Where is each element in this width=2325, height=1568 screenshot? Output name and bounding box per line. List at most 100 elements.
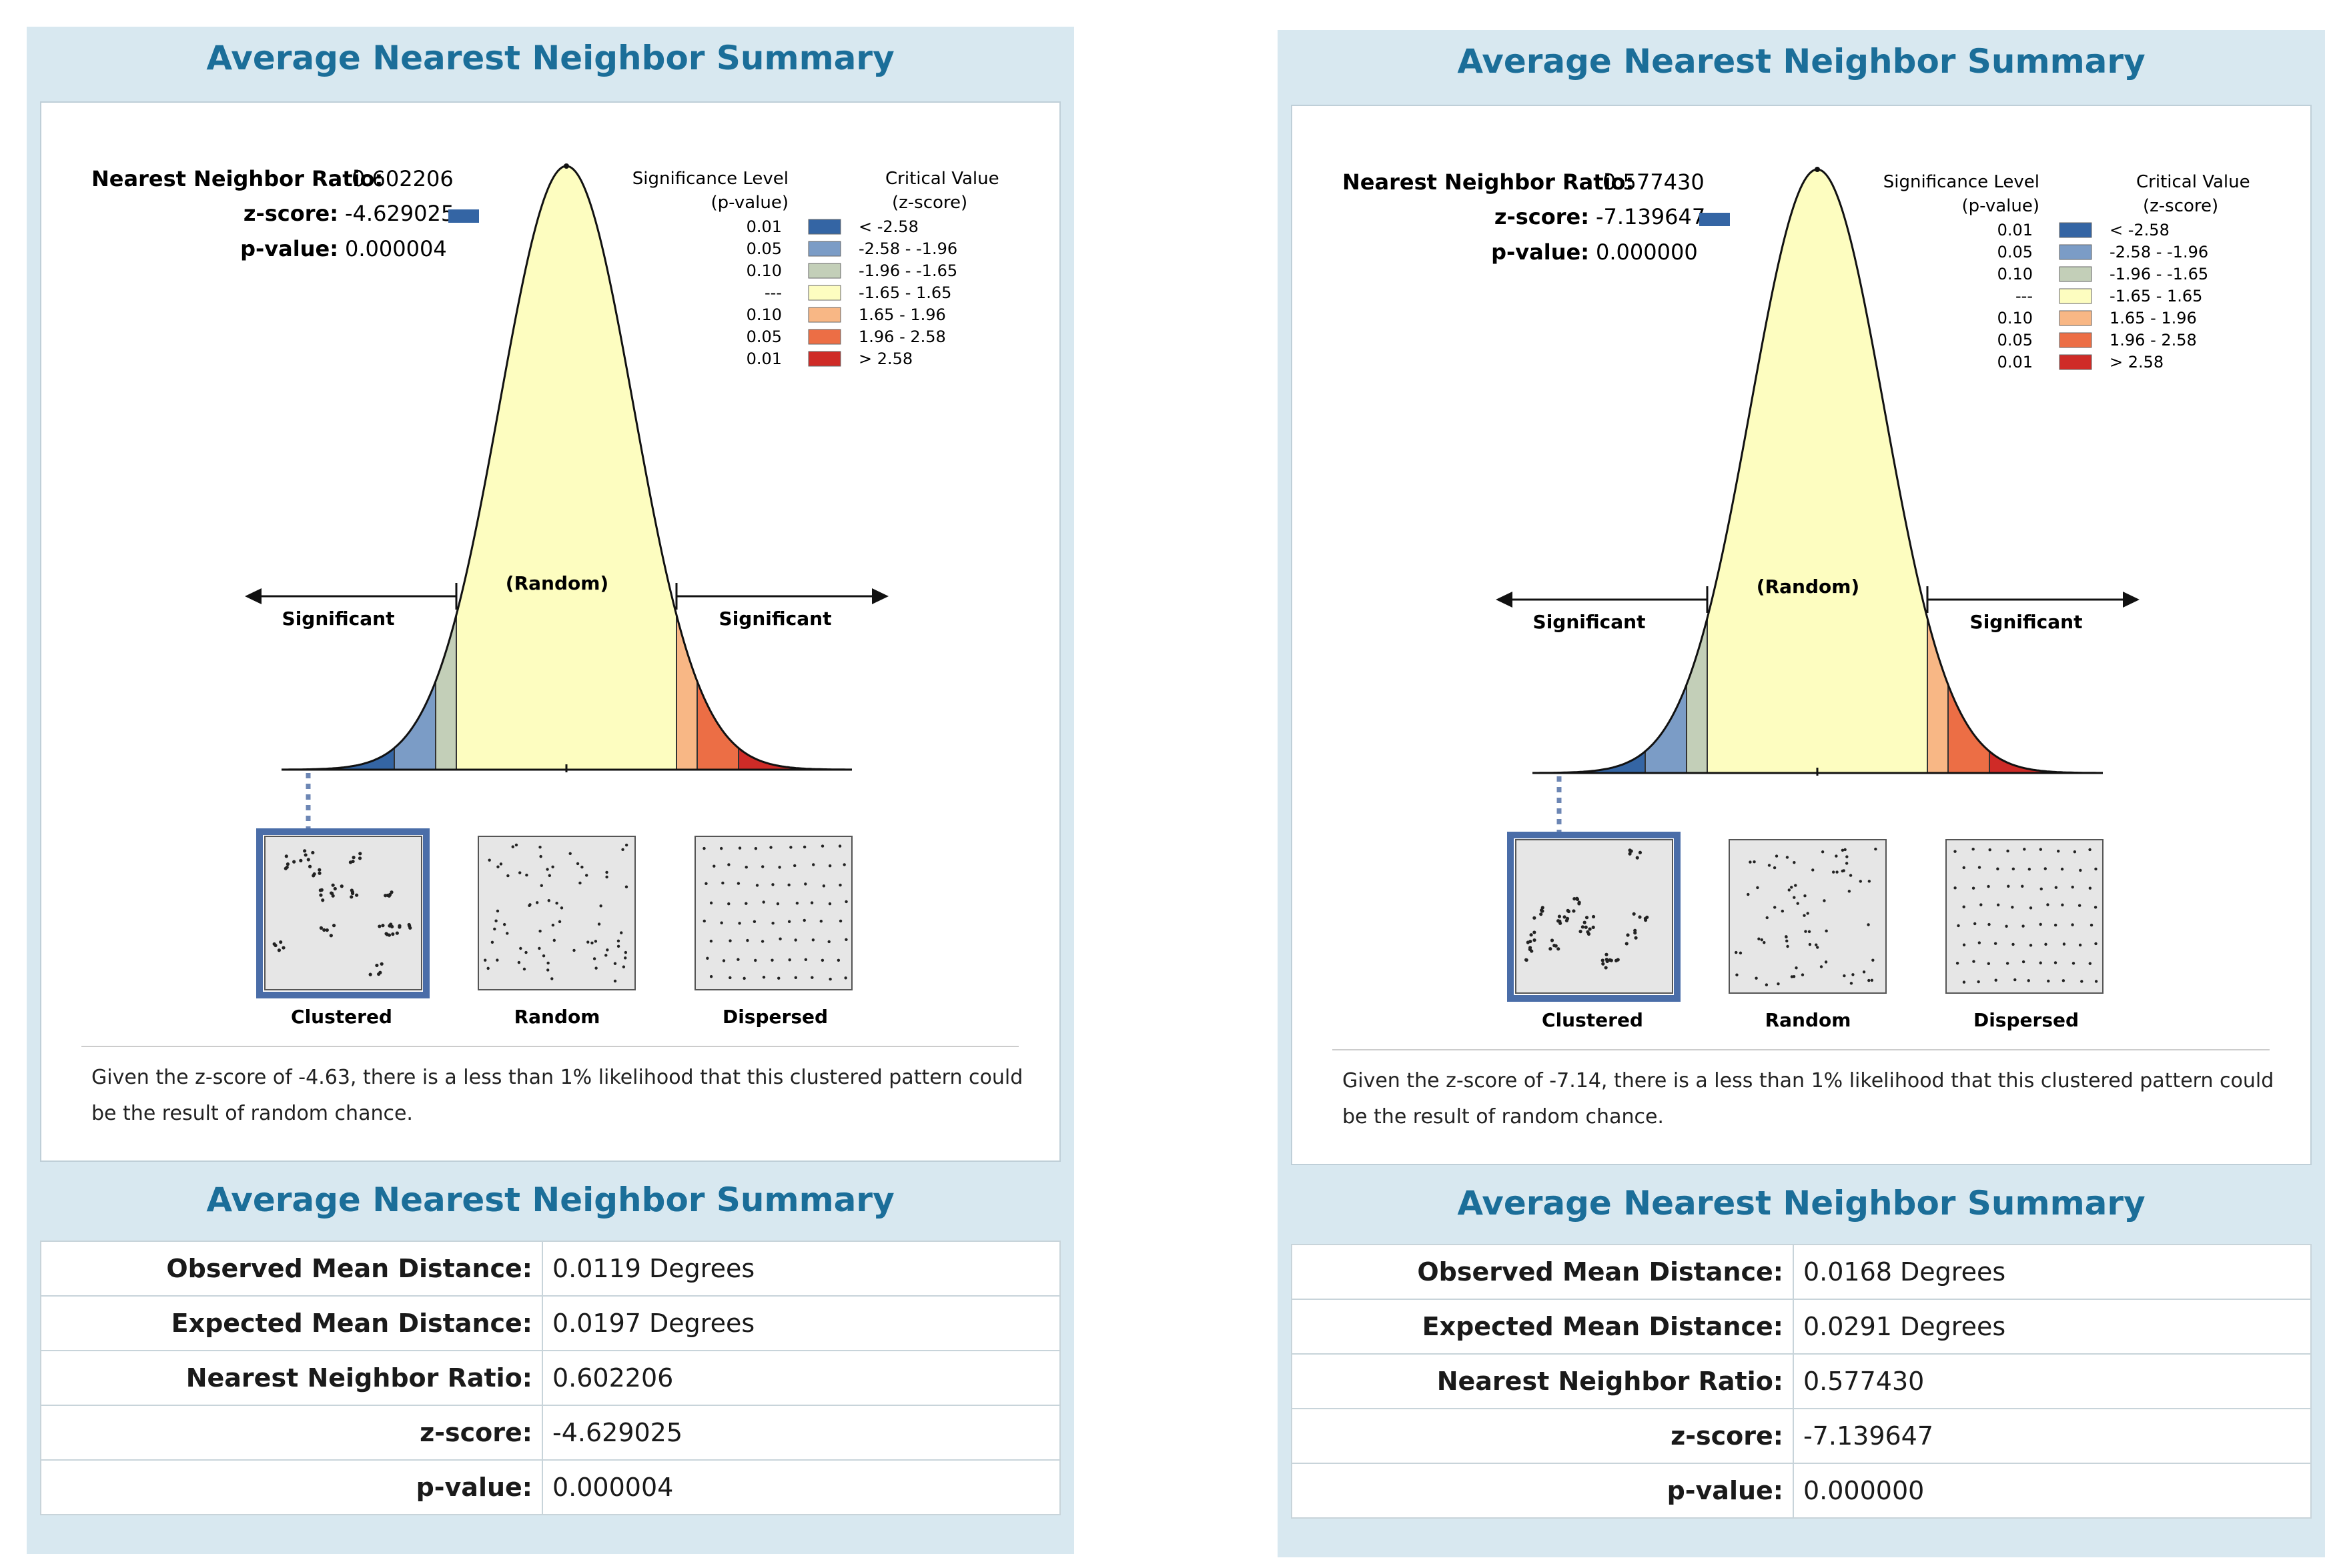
point	[705, 882, 708, 886]
row-label: Observed Mean Distance:	[40, 1241, 543, 1297]
point	[499, 862, 503, 866]
thumbnail-clustered	[264, 836, 422, 990]
point	[1735, 973, 1739, 976]
point	[2007, 884, 2010, 888]
point	[506, 932, 509, 935]
legend-crit-subheader: (z-score)	[2143, 196, 2218, 216]
point	[546, 868, 549, 871]
pattern-label-clustered: Clustered	[1542, 1009, 1643, 1031]
thumbnail-random	[478, 836, 636, 990]
point	[484, 958, 487, 962]
point	[1633, 928, 1637, 932]
interpretation-text: Given the z-score of -4.63, there is a l…	[91, 1060, 1025, 1132]
point	[1804, 930, 1807, 933]
point	[1823, 899, 1826, 902]
point	[1996, 867, 1999, 870]
legend-z-range: 1.96 - 2.58	[2110, 331, 2197, 349]
legend-p-value: 0.05	[1997, 331, 2033, 349]
point	[613, 979, 617, 983]
pattern-label-random: Random	[514, 1006, 600, 1028]
point	[745, 902, 748, 905]
point	[496, 865, 500, 868]
thumbnail-dots	[1953, 847, 2098, 984]
point	[1979, 903, 1983, 906]
legend-z-range: < -2.58	[2110, 221, 2170, 239]
legend-swatch	[2059, 332, 2092, 348]
point	[616, 939, 620, 942]
point	[1994, 978, 1997, 982]
legend-p-value: 0.01	[747, 217, 782, 236]
point	[546, 968, 550, 972]
point	[2039, 961, 2042, 964]
table-row: Nearest Neighbor Ratio: 0.577430	[1291, 1353, 2312, 1409]
point	[586, 940, 590, 944]
point	[729, 939, 732, 942]
legend-swatch	[2059, 354, 2092, 370]
z-label: z-score:	[1494, 204, 1589, 229]
point	[1962, 866, 1965, 870]
point	[1815, 943, 1818, 946]
point	[528, 903, 532, 906]
point	[1757, 937, 1761, 940]
point	[1806, 912, 1809, 915]
point	[1977, 866, 1981, 869]
ratio-label: Nearest Neighbor Ratio:	[91, 166, 383, 191]
point	[1763, 941, 1766, 944]
point	[2071, 923, 2074, 926]
point	[1871, 958, 1875, 962]
point	[1556, 919, 1560, 923]
point	[2011, 942, 2015, 946]
point	[1816, 946, 1819, 949]
row-label: Nearest Neighbor Ratio:	[40, 1350, 543, 1406]
point	[761, 865, 765, 868]
legend-p-value: 0.05	[747, 327, 782, 346]
point	[754, 958, 757, 962]
row-value: 0.602206	[542, 1350, 1061, 1406]
point	[2054, 886, 2058, 889]
point	[518, 871, 522, 874]
point	[1953, 850, 1957, 853]
point	[535, 901, 539, 904]
point	[1847, 890, 1851, 893]
point	[391, 932, 395, 936]
point	[624, 885, 628, 888]
point	[761, 940, 765, 943]
row-label: Nearest Neighbor Ratio:	[1291, 1353, 1794, 1409]
legend-sig-subheader: (p-value)	[1962, 196, 2040, 216]
pattern-label-clustered: Clustered	[291, 1006, 392, 1028]
highlight-frame	[256, 828, 430, 998]
legend-p-value: 0.01	[1997, 353, 2033, 371]
stats-block: Nearest Neighbor Ratio: 0.602206 z-score…	[91, 166, 479, 261]
point	[2029, 906, 2033, 910]
row-value: 0.0168 Degrees	[1793, 1244, 2312, 1300]
point	[384, 894, 388, 898]
point	[594, 966, 598, 970]
point	[1849, 982, 1853, 985]
ratio-value: 0.577430	[1602, 169, 1705, 195]
point	[1775, 854, 1779, 858]
legend-p-value: 0.01	[1997, 221, 2033, 239]
point	[1548, 947, 1552, 951]
point	[776, 902, 780, 906]
point	[1773, 866, 1777, 870]
point	[624, 956, 627, 960]
thumbnail-dispersed	[1945, 839, 2104, 994]
point	[1993, 942, 1997, 945]
point	[2071, 962, 2075, 965]
point	[2089, 923, 2094, 927]
point	[1831, 870, 1835, 874]
p-value: 0.000000	[1596, 239, 1698, 265]
point	[1777, 982, 1780, 986]
point	[320, 888, 324, 892]
table-row: Expected Mean Distance: 0.0291 Degrees	[1291, 1299, 2312, 1355]
point	[1785, 939, 1789, 943]
legend-z-range: -1.65 - 1.65	[2110, 287, 2202, 305]
point	[1566, 908, 1570, 912]
point	[285, 865, 289, 869]
point	[1526, 940, 1530, 944]
point	[306, 858, 310, 862]
point	[538, 846, 542, 849]
point	[828, 902, 832, 906]
point	[319, 926, 324, 930]
point	[1796, 902, 1799, 905]
